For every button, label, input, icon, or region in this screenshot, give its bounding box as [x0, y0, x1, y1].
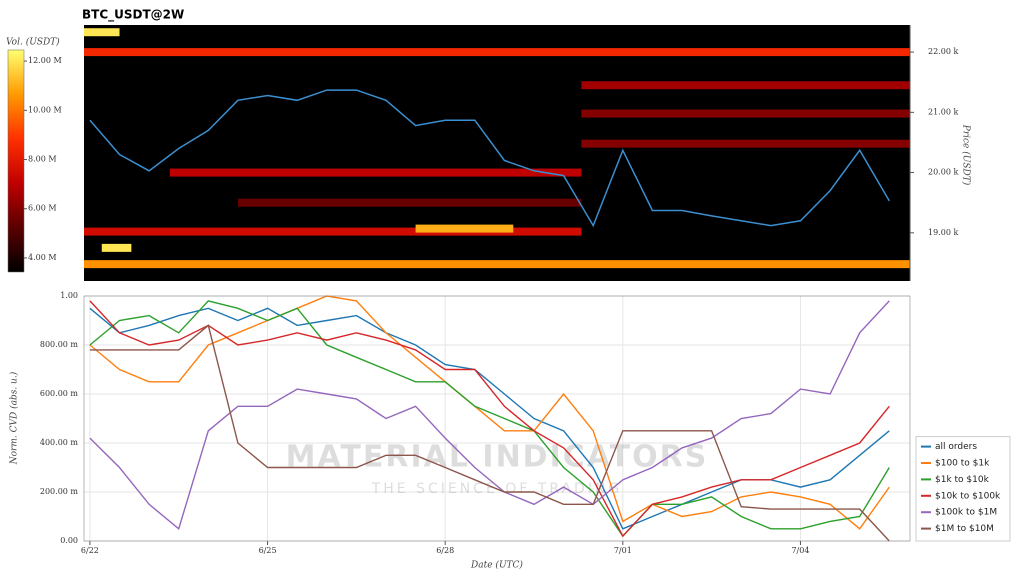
colorbar-tick-label: 10.00 M: [28, 105, 62, 114]
x-axis-label: Date (UTC): [470, 560, 523, 571]
plot-frame: [83, 295, 911, 542]
x-tick-label: 7/01: [614, 546, 632, 555]
heat-band: [101, 243, 132, 252]
heat-band: [84, 227, 582, 236]
heat-band: [237, 198, 582, 207]
colorbar-label: Vol. (USDT): [6, 37, 60, 48]
legend-label: $10k to $100k: [935, 491, 1001, 501]
heat-band: [415, 224, 514, 233]
y-tick-label: 0.00: [60, 536, 78, 545]
y-tick-label: 600.00 m: [40, 389, 79, 398]
heat-band: [169, 168, 582, 177]
colorbar-tick-label: 8.00 M: [28, 155, 57, 164]
watermark: THE SCIENCE OF TRADING: [371, 481, 623, 497]
series-line: [89, 300, 890, 531]
heat-band: [84, 28, 120, 37]
watermark: MATERIAL INDICATORS: [286, 440, 709, 475]
price-line: [89, 89, 890, 228]
y-axis-label: Price (USDT): [961, 124, 972, 186]
y-tick-label: 21.00 k: [928, 107, 958, 116]
series-line: [89, 324, 890, 542]
chart-title: BTC_USDT@2W: [82, 8, 184, 23]
y-tick-label: 800.00 m: [40, 340, 79, 349]
heat-band: [84, 260, 910, 269]
series-line: [89, 295, 890, 530]
x-tick-label: 6/25: [259, 546, 277, 555]
x-tick-label: 6/22: [81, 546, 99, 555]
colorbar: [7, 49, 25, 273]
legend-label: $100k to $1M: [935, 508, 997, 518]
colorbar-tick-label: 12.00 M: [28, 56, 62, 65]
heat-band: [581, 109, 910, 118]
legend-label: all orders: [935, 442, 977, 452]
legend-box: [915, 436, 1011, 542]
legend-label: $100 to $1k: [935, 459, 990, 469]
colorbar-tick-label: 4.00 M: [28, 253, 57, 262]
y-tick-label: 20.00 k: [928, 168, 958, 177]
series-line: [89, 300, 890, 538]
y-axis-label: Norm. CVD (abs. u.): [9, 371, 20, 465]
legend-label: $1k to $10k: [935, 475, 990, 485]
colorbar-tick-label: 6.00 M: [28, 204, 57, 213]
y-tick-label: 400.00 m: [40, 438, 79, 447]
y-tick-label: 19.00 k: [928, 228, 958, 237]
y-tick-label: 22.00 k: [928, 47, 958, 56]
heat-band: [84, 48, 910, 57]
heat-band: [581, 81, 910, 90]
y-tick-label: 200.00 m: [40, 487, 79, 496]
heat-band: [581, 139, 910, 148]
legend-label: $1M to $10M: [935, 524, 994, 534]
plot-background: [84, 25, 910, 281]
series-line: [89, 300, 890, 538]
x-tick-label: 6/28: [436, 546, 454, 555]
y-tick-label: 1.00: [60, 291, 78, 300]
x-tick-label: 7/04: [791, 546, 809, 555]
